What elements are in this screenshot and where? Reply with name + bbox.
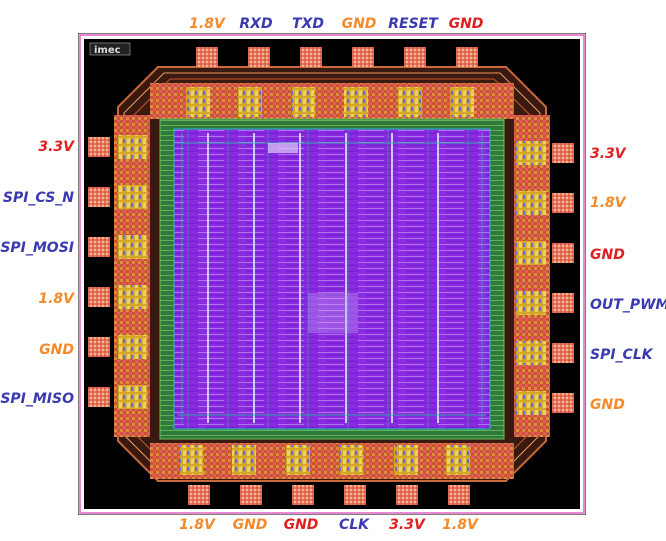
pin-label-right-5: SPI_CLK <box>590 347 653 363</box>
pin-label-bottom-2: GND <box>232 517 268 533</box>
io-cells-right <box>516 141 546 415</box>
pin-label-top-1: 1.8V <box>189 16 225 32</box>
bond-pads-top <box>196 47 478 67</box>
io-cells-bottom <box>180 445 470 475</box>
pin-label-right-6: GND <box>590 397 625 413</box>
pin-label-right-4: OUT_PWM <box>590 297 666 313</box>
pin-label-right-1: 3.3V <box>590 146 626 162</box>
pin-label-top-5: RESET <box>388 16 438 32</box>
io-cells-left <box>118 135 148 409</box>
pin-label-left-2: SPI_CS_N <box>2 190 74 206</box>
imec-logo: imec <box>89 42 131 56</box>
bond-pads-right <box>552 143 574 413</box>
pin-label-left-6: SPI_MISO <box>0 391 74 407</box>
pin-label-right-3: GND <box>590 247 625 263</box>
pin-label-left-1: 3.3V <box>38 139 74 155</box>
pin-label-right-2: 1.8V <box>590 195 626 211</box>
bond-pads-left <box>88 137 110 407</box>
svg-text:imec: imec <box>94 45 121 56</box>
pin-label-top-3: TXD <box>292 16 324 32</box>
chip-layout: imec <box>78 33 586 515</box>
pin-label-top-4: GND <box>341 16 377 32</box>
pin-label-bottom-1: 1.8V <box>179 517 215 533</box>
pin-label-top-6: GND <box>448 16 484 32</box>
bond-pads-bottom <box>188 485 470 505</box>
io-cells-top <box>186 87 474 117</box>
pin-label-bottom-6: 1.8V <box>442 517 478 533</box>
pin-label-bottom-4: CLK <box>338 517 370 533</box>
pin-label-left-5: GND <box>39 342 74 358</box>
pin-label-bottom-3: GND <box>283 517 319 533</box>
pin-label-left-3: SPI_MOSI <box>0 240 74 256</box>
pin-label-bottom-5: 3.3V <box>389 517 425 533</box>
pin-label-top-2: RXD <box>239 16 273 32</box>
pin-label-left-4: 1.8V <box>38 291 74 307</box>
logic-core <box>174 129 490 429</box>
